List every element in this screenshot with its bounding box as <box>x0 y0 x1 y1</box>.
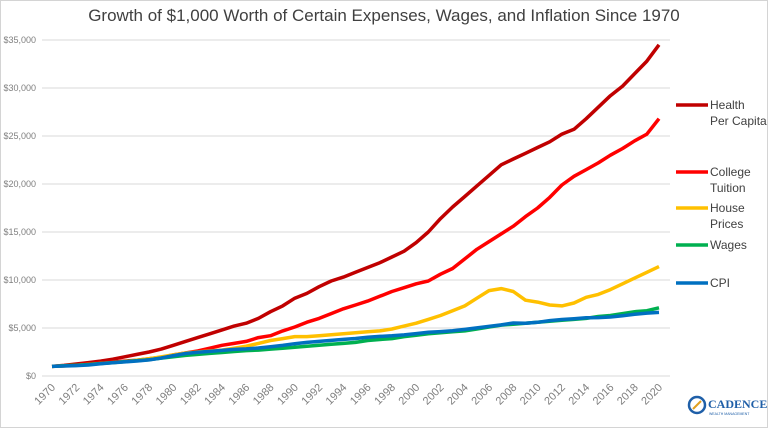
y-tick-label: $20,000 <box>3 179 36 189</box>
x-tick-label: 1976 <box>105 382 131 408</box>
x-tick-label: 1970 <box>32 382 58 408</box>
x-tick-label: 1978 <box>129 382 155 408</box>
y-tick-label: $5,000 <box>8 323 36 333</box>
x-tick-label: 2008 <box>494 382 520 408</box>
x-tick-label: 1996 <box>348 382 374 408</box>
x-tick-label: 1980 <box>154 382 180 408</box>
x-tick-label: 2016 <box>591 382 617 408</box>
x-tick-label: 2010 <box>518 382 544 408</box>
x-tick-label: 1998 <box>372 382 398 408</box>
y-tick-label: $0 <box>26 371 36 381</box>
legend-label: Per Capita <box>710 114 767 128</box>
x-tick-label: 2020 <box>639 382 665 408</box>
y-axis-ticks: $0 $5,000 $10,000 $15,000 $20,000 $25,000 $30,… <box>3 35 36 381</box>
x-tick-label: 2002 <box>421 382 447 408</box>
x-tick-label: 1972 <box>57 382 83 408</box>
x-tick-label: 2000 <box>397 382 423 408</box>
y-tick-label: $10,000 <box>3 275 36 285</box>
x-tick-label: 1986 <box>227 382 253 408</box>
compass-icon <box>687 395 707 415</box>
x-tick-label: 1988 <box>251 382 277 408</box>
x-tick-label: 1992 <box>299 382 325 408</box>
x-tick-label: 2006 <box>469 382 495 408</box>
logo-name: CADENCE <box>708 397 767 411</box>
compass-needle <box>692 400 702 410</box>
y-tick-label: $25,000 <box>3 131 36 141</box>
legend-label: Tuition <box>710 181 746 195</box>
x-tick-label: 2012 <box>542 382 568 408</box>
x-tick-label: 1982 <box>178 382 204 408</box>
x-tick-label: 2014 <box>566 382 592 408</box>
logo-tagline: WEALTH MANAGEMENT <box>709 412 750 416</box>
series-line-cpi <box>51 310 660 369</box>
y-tick-label: $15,000 <box>3 227 36 237</box>
legend-label: Wages <box>710 238 747 252</box>
chart-title: Growth of $1,000 Worth of Certain Expens… <box>88 6 680 25</box>
series-lines <box>51 43 661 369</box>
x-tick-label: 1994 <box>324 382 350 408</box>
legend-label: Prices <box>710 217 743 231</box>
legend-label: CPI <box>710 276 730 290</box>
legend-label: Health <box>710 98 745 112</box>
gridlines <box>42 39 670 377</box>
cadence-logo: CADENCE WEALTH MANAGEMENT <box>687 395 767 416</box>
y-tick-label: $30,000 <box>3 83 36 93</box>
x-axis-ticks: 1970197219741976197819801982198419861988… <box>32 382 665 408</box>
x-tick-label: 1990 <box>275 382 301 408</box>
x-tick-label: 1984 <box>202 382 228 408</box>
series-line-college-tuition <box>51 117 661 369</box>
legend-label: College <box>710 165 751 179</box>
x-tick-label: 1974 <box>81 382 107 408</box>
y-tick-label: $35,000 <box>3 35 36 45</box>
x-tick-label: 2018 <box>615 382 641 408</box>
x-tick-label: 2004 <box>445 382 471 408</box>
series-line-health-per-capita <box>51 43 661 369</box>
legend-label: House <box>710 201 745 215</box>
legend: Health Per Capita College Tuition House Price… <box>676 98 767 290</box>
